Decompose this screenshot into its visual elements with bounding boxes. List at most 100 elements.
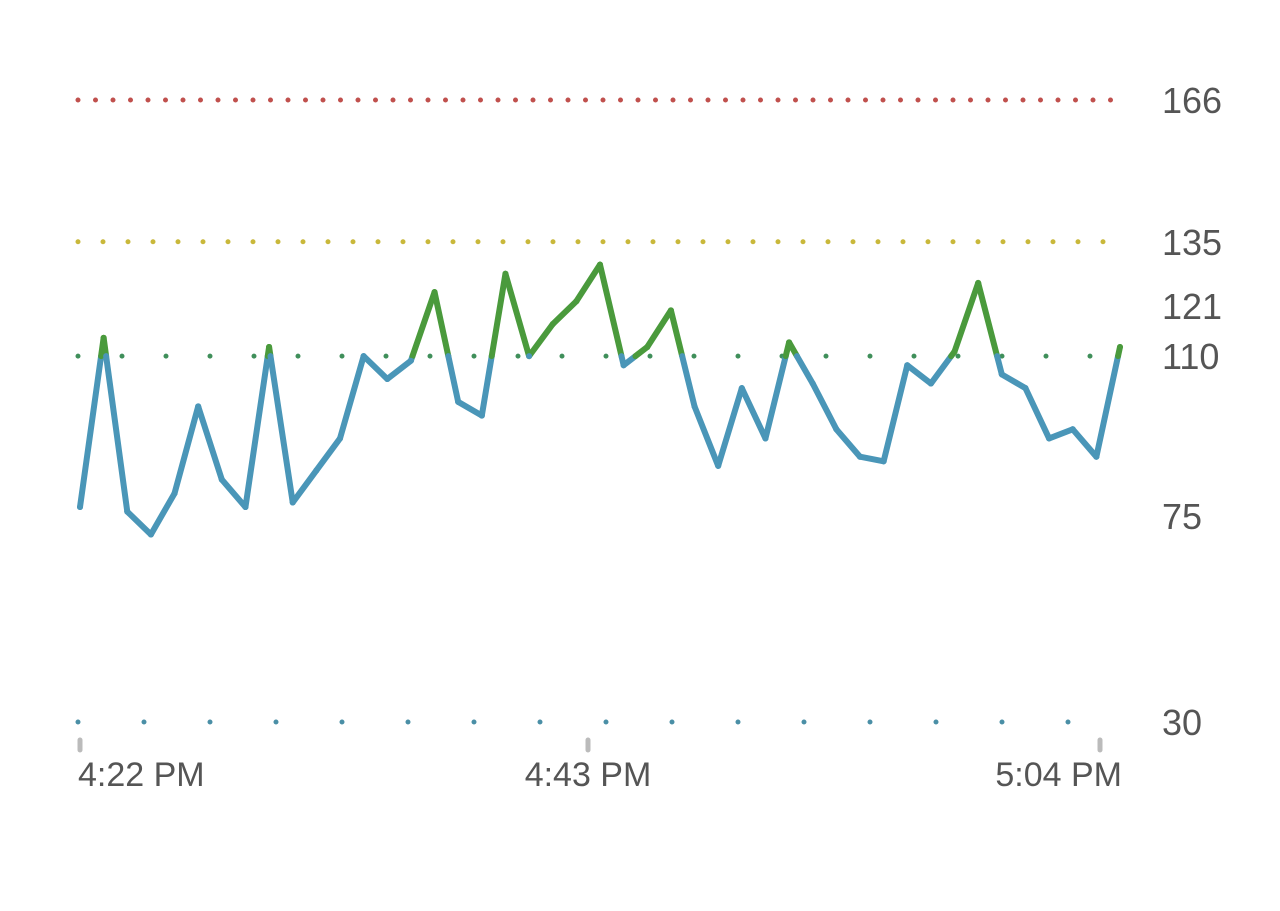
series-segment	[951, 279, 982, 355]
data-point	[667, 307, 674, 314]
data-point	[597, 261, 603, 268]
series-segment	[975, 279, 1001, 360]
series-segment	[793, 353, 816, 387]
y-axis-ticks: 30 75 110 121 135 166	[1162, 80, 1222, 743]
series-segment	[195, 403, 225, 483]
series-segment	[994, 353, 1005, 378]
data-point	[384, 375, 391, 382]
data-point	[242, 504, 249, 511]
series-segment	[147, 490, 178, 538]
data-point	[951, 348, 958, 355]
data-point	[762, 435, 769, 442]
series-segment	[488, 270, 509, 360]
series-segment	[1069, 426, 1100, 460]
data-point	[786, 339, 793, 346]
series-segment	[502, 270, 533, 360]
data-point	[644, 343, 651, 350]
series-segment	[313, 435, 343, 474]
x-axis-ticks: 4:22 PM 4:43 PM 5:04 PM	[77, 737, 1122, 794]
data-point	[738, 385, 745, 392]
series-segment	[103, 353, 131, 515]
series-segment	[124, 508, 154, 538]
series-segment	[715, 385, 745, 469]
data-point	[100, 334, 107, 341]
series-segment	[431, 289, 452, 360]
data-point	[313, 467, 320, 474]
data-point	[691, 403, 698, 410]
data-point	[195, 403, 202, 410]
series-segment	[691, 403, 722, 469]
data-point	[927, 380, 934, 387]
series-segment	[100, 334, 110, 360]
series-segment	[573, 261, 603, 305]
series-segment	[679, 353, 698, 410]
y-tick-label: 166	[1162, 80, 1222, 121]
series-segment	[337, 353, 367, 442]
data-point	[975, 279, 982, 286]
series-segment	[998, 371, 1029, 392]
heart-rate-series	[77, 261, 1123, 538]
y-tick-label: 135	[1162, 222, 1222, 263]
series-segment	[927, 353, 955, 387]
series-segment	[1093, 353, 1122, 460]
x-tick-label: 4:22 PM	[78, 756, 205, 794]
x-tick-label: 4:43 PM	[525, 756, 652, 794]
x-tick-label: 5:04 PM	[995, 756, 1122, 794]
data-point	[77, 504, 83, 511]
series-segment	[218, 476, 249, 511]
series-segment	[289, 467, 320, 506]
data-point	[218, 476, 225, 483]
series-segment	[526, 321, 556, 360]
series-segment	[1022, 385, 1053, 442]
series-segment	[478, 353, 495, 419]
data-point	[1117, 343, 1123, 350]
series-segment	[360, 353, 391, 382]
data-point	[1022, 385, 1029, 392]
data-point	[360, 353, 367, 360]
series-segment	[1046, 426, 1076, 442]
data-point	[407, 357, 414, 364]
series-segment	[904, 362, 934, 387]
data-point	[171, 490, 178, 497]
threshold-lines	[75, 97, 1121, 725]
data-point	[526, 353, 533, 360]
data-point	[337, 435, 343, 442]
y-tick-label: 121	[1162, 286, 1222, 327]
series-segment	[762, 353, 789, 442]
series-segment	[77, 353, 105, 511]
series-segment	[242, 353, 271, 511]
series-segment	[857, 453, 887, 465]
series-segment	[644, 307, 674, 350]
data-point	[455, 398, 462, 405]
data-point	[715, 462, 722, 469]
data-point	[620, 362, 627, 369]
data-point	[431, 289, 438, 296]
data-point	[833, 426, 840, 433]
data-point	[998, 371, 1005, 378]
series-segment	[597, 261, 625, 360]
series-segment	[738, 385, 769, 442]
series-segment	[809, 380, 840, 433]
data-point	[1046, 435, 1053, 442]
series-segment	[549, 298, 580, 328]
data-point	[1093, 453, 1100, 460]
data-point	[124, 508, 131, 515]
data-point	[573, 298, 580, 305]
series-segment	[445, 353, 462, 405]
data-point	[549, 321, 556, 328]
data-point	[880, 458, 887, 465]
data-point	[904, 362, 911, 369]
series-segment	[667, 307, 686, 360]
data-point	[809, 380, 816, 387]
data-point	[147, 531, 154, 538]
data-point	[502, 270, 509, 277]
data-point	[289, 499, 296, 506]
series-segment	[384, 357, 414, 382]
series-segment	[880, 362, 911, 465]
data-point	[1069, 426, 1076, 433]
y-tick-label: 110	[1162, 336, 1219, 377]
series-segment	[833, 426, 863, 460]
series-segment	[455, 398, 485, 419]
data-point	[266, 343, 273, 350]
